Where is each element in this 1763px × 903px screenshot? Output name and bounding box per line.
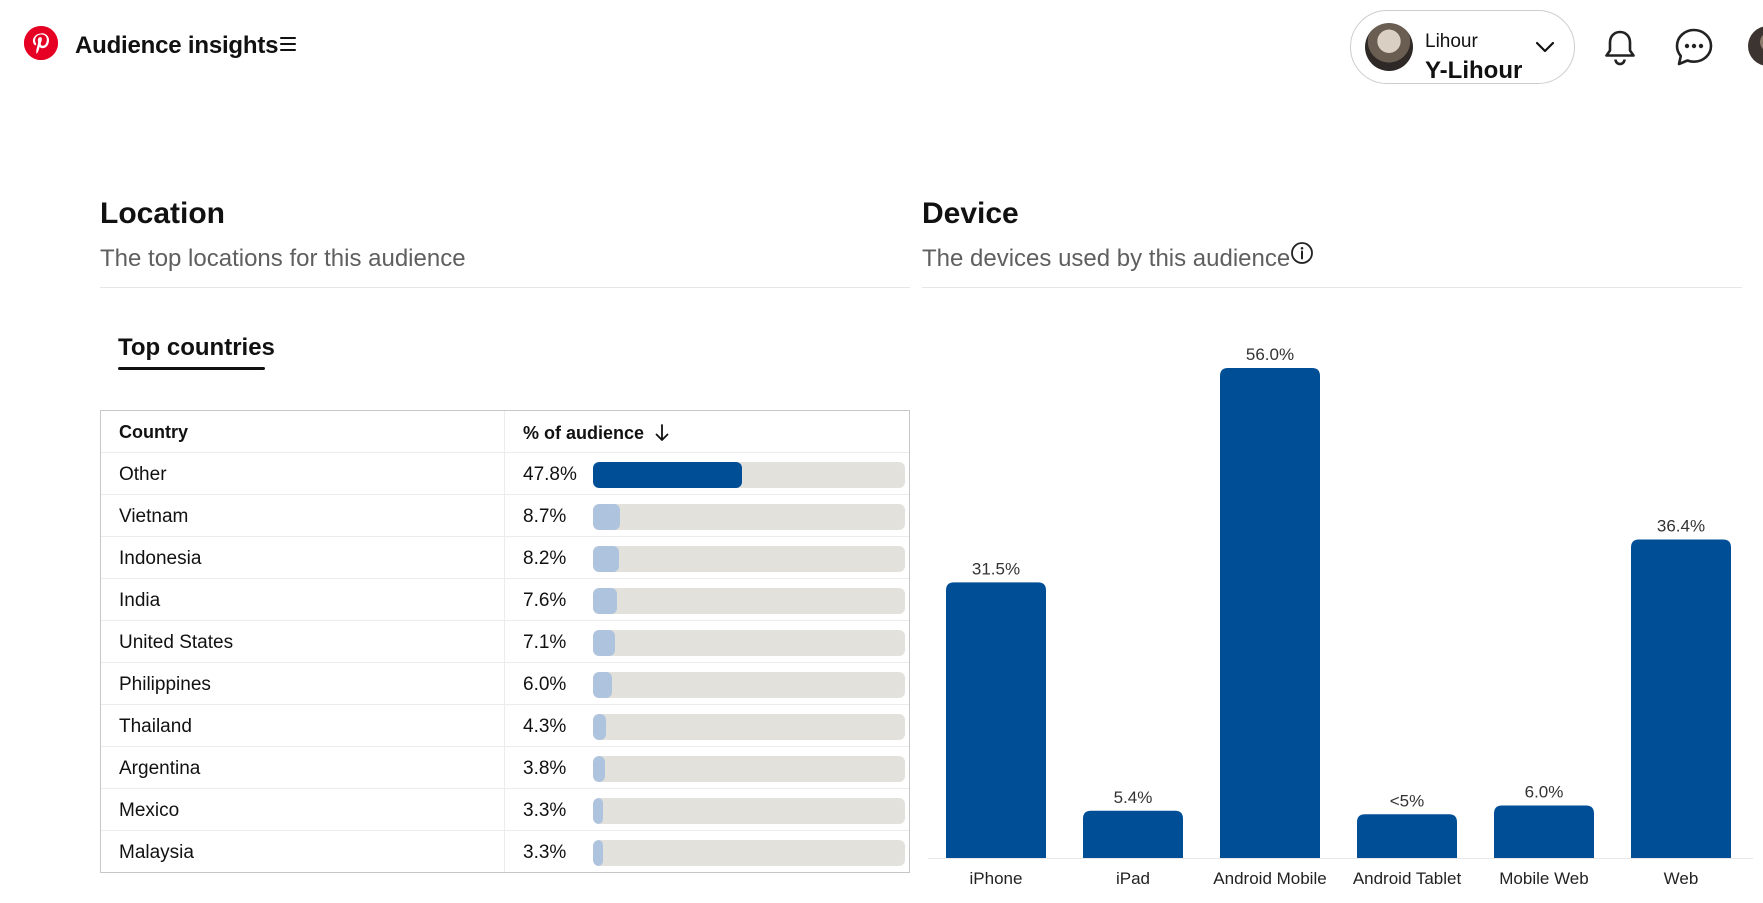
chart-bar[interactable] [1631,539,1731,859]
top-bar: Audience insights Lihour Y-Lihour [0,0,1763,90]
audience-percent: 3.3% [523,800,567,821]
percent-bar-fill [593,840,604,866]
country-name: India [119,590,161,611]
table-row: India 7.6% [101,578,909,620]
percent-bar-fill [593,630,616,656]
category-label: Mobile Web [1499,869,1588,888]
chart-bar[interactable] [1357,814,1457,858]
country-name: United States [119,632,234,653]
device-title: Device [922,197,1019,230]
pinterest-logo[interactable] [24,26,58,60]
country-name: Argentina [119,758,201,779]
table-row: United States 7.1% [101,620,909,662]
device-divider [922,287,1742,288]
device-chart-svg: 31.5% iPhone 5.4% iPad 56.0% Android Mobile <5… [928,345,1753,888]
percent-bar-track [593,798,905,824]
category-label: iPad [1116,869,1150,888]
tab-active-indicator [118,367,265,370]
account-avatar [1365,23,1413,71]
table-row: Other 47.8% [101,452,909,494]
bar-value-label: 36.4% [1657,517,1705,536]
table-row: Mexico 3.3% [101,788,909,830]
table-row: Thailand 4.3% [101,704,909,746]
country-name: Thailand [119,716,192,737]
percent-bar-track [593,462,905,488]
bar-value-label: 5.4% [1114,788,1153,807]
location-title: Location [100,197,225,230]
chat-icon[interactable] [1673,26,1715,68]
percent-bar-fill [593,672,612,698]
chart-bar[interactable] [946,582,1046,858]
percent-bar-fill [593,798,604,824]
sort-down-icon[interactable] [654,423,670,443]
country-name: Malaysia [119,842,194,863]
percent-bar-track [593,840,905,866]
chart-bar[interactable] [1220,368,1320,858]
percent-bar-fill [593,462,743,488]
percent-bar-fill [593,714,607,740]
percent-bar-track [593,504,905,530]
menu-icon[interactable] [280,36,298,52]
bar-value-label: 56.0% [1246,345,1294,364]
info-icon[interactable] [1290,241,1314,265]
audience-percent: 47.8% [523,464,577,485]
account-switcher[interactable]: Lihour Y-Lihour [1350,10,1575,84]
percent-bar-track [593,588,905,614]
bar-value-label: 31.5% [972,559,1020,578]
table-row: Indonesia 8.2% [101,536,909,578]
audience-percent: 7.1% [523,632,567,653]
audience-percent: 8.2% [523,548,567,569]
chevron-down-icon [1535,41,1555,53]
percent-bar-fill [593,588,617,614]
table-row: Malaysia 3.3% [101,830,909,872]
audience-percent: 3.3% [523,842,567,863]
table-row: Vietnam 8.7% [101,494,909,536]
countries-table: Country % of audience Other 47.8% Vietnam 8… [100,410,910,873]
audience-percent: 8.7% [523,506,567,527]
table-row: Argentina 3.8% [101,746,909,788]
category-label: Web [1664,869,1699,888]
audience-percent: 4.3% [523,716,567,737]
location-subtitle: The top locations for this audience [100,245,466,272]
country-name: Indonesia [119,548,202,569]
country-name: Other [119,464,167,485]
country-name: Vietnam [119,506,189,527]
audience-percent: 6.0% [523,674,567,695]
table-header-row: Country % of audience [101,411,909,452]
chart-bar[interactable] [1494,805,1594,859]
audience-percent: 7.6% [523,590,567,611]
column-header-percent[interactable]: % of audience [523,423,645,443]
percent-bar-track [593,714,905,740]
profile-avatar[interactable] [1748,26,1763,66]
percent-bar-fill [593,546,619,572]
tab-top-countries[interactable]: Top countries [118,334,275,361]
column-header-country: Country [119,422,188,442]
percent-bar-fill [593,756,605,782]
category-label: iPhone [970,869,1023,888]
percent-bar-track [593,672,905,698]
device-subtitle: The devices used by this audience [922,245,1291,272]
account-name: Y-Lihour [1425,57,1523,84]
bar-value-label: 6.0% [1525,783,1564,802]
table-row: Philippines 6.0% [101,662,909,704]
percent-bar-track [593,630,905,656]
page-title: Audience insights [75,32,279,59]
category-label: Android Mobile [1213,869,1326,888]
bell-icon[interactable] [1600,27,1640,67]
column-divider [504,411,505,872]
category-label: Android Tablet [1353,869,1462,888]
country-name: Mexico [119,800,180,821]
account-label: Lihour [1425,31,1478,52]
audience-percent: 3.8% [523,758,567,779]
country-name: Philippines [119,674,211,695]
location-divider [100,287,910,288]
device-bar-chart: 31.5% iPhone 5.4% iPad 56.0% Android Mobile <5… [923,330,1763,903]
percent-bar-fill [593,504,621,530]
chart-bar[interactable] [1083,810,1183,858]
percent-bar-track [593,546,905,572]
bar-value-label: <5% [1390,791,1425,810]
percent-bar-track [593,756,905,782]
